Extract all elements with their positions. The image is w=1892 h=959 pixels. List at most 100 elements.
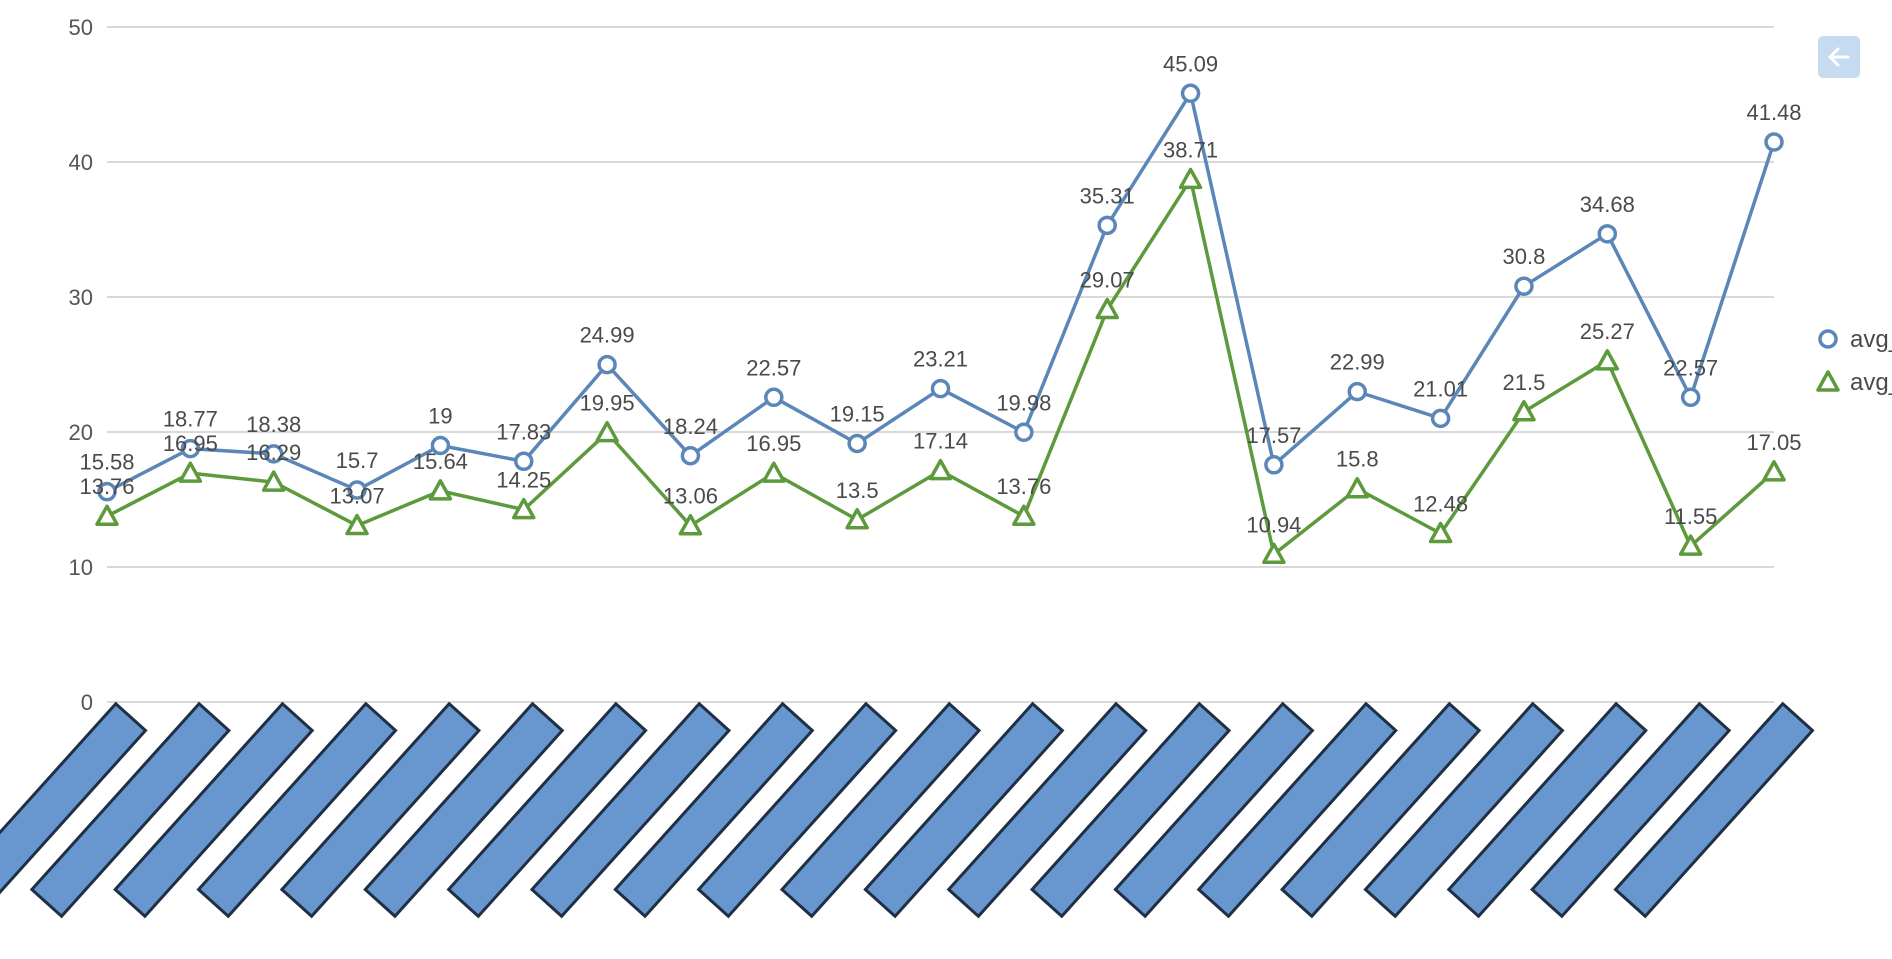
data-point-marker[interactable] — [1514, 276, 1534, 296]
x-axis-label-bar — [1446, 701, 1648, 919]
grid-lines — [107, 26, 1774, 703]
x-axis-label-bar — [113, 701, 315, 919]
data-label: 18.77 — [163, 407, 218, 432]
y-tick-label: 50 — [69, 15, 93, 40]
data-point-marker[interactable] — [428, 479, 453, 501]
x-axis-label-bar — [1113, 701, 1315, 919]
data-label: 30.8 — [1503, 244, 1546, 269]
data-label: 41.48 — [1746, 100, 1801, 125]
x-axis-label-bar — [1029, 701, 1232, 919]
data-point-marker[interactable] — [345, 513, 369, 536]
data-label: 15.8 — [1336, 447, 1379, 472]
data-point-marker[interactable] — [347, 480, 367, 500]
data-point-marker[interactable] — [1764, 132, 1784, 152]
data-point-marker[interactable] — [95, 504, 119, 526]
data-label: 21.01 — [1413, 376, 1468, 401]
data-label: 19.98 — [996, 390, 1051, 415]
x-axis-label-bar — [779, 701, 982, 919]
data-point-marker[interactable] — [1597, 224, 1618, 244]
data-point-marker[interactable] — [261, 470, 286, 492]
data-label: 25.27 — [1580, 319, 1635, 344]
data-label: 21.5 — [1503, 370, 1546, 395]
data-point-marker[interactable] — [1430, 408, 1451, 429]
x-axis-label-bar — [363, 701, 565, 919]
data-point-marker[interactable] — [678, 513, 703, 536]
y-tick-label: 40 — [69, 150, 93, 175]
data-point-marker[interactable] — [845, 508, 869, 530]
data-point-marker[interactable] — [1678, 534, 1703, 556]
data-label: 15.7 — [336, 448, 379, 473]
data-point-marker[interactable] — [263, 444, 284, 464]
data-point-marker[interactable] — [1680, 387, 1701, 408]
y-tick-label: 30 — [69, 285, 93, 310]
data-point-marker[interactable] — [930, 378, 951, 399]
data-point-marker[interactable] — [1262, 542, 1286, 565]
data-point-marker[interactable] — [1595, 349, 1620, 371]
y-axis-ticks: 0 10 20 30 40 50 — [69, 15, 93, 715]
x-axis-label-bars — [0, 701, 1815, 919]
legend-item[interactable]: avg_ — [1816, 369, 1892, 396]
data-point-marker[interactable] — [1178, 167, 1203, 190]
data-point-marker[interactable] — [1762, 460, 1786, 482]
data-label: 23.21 — [913, 347, 968, 372]
data-label: 15.64 — [413, 449, 468, 474]
series-lines — [95, 83, 1786, 565]
data-point-marker[interactable] — [430, 435, 451, 456]
data-point-marker[interactable] — [512, 497, 536, 520]
data-point-marker[interactable] — [1012, 504, 1036, 526]
data-point-marker[interactable] — [1428, 521, 1453, 544]
data-label: 13.07 — [330, 484, 385, 509]
data-point-marker[interactable] — [595, 420, 619, 443]
x-axis-label-bar — [613, 701, 815, 919]
data-label: 17.83 — [496, 419, 551, 444]
data-point-marker[interactable] — [928, 458, 953, 481]
data-label: 12.48 — [1413, 492, 1468, 517]
x-axis-label-bar — [446, 701, 648, 919]
data-point-marker[interactable] — [1180, 83, 1201, 104]
x-axis-label-bar — [946, 701, 1148, 919]
back-button[interactable] — [1818, 36, 1860, 78]
data-label: 24.99 — [580, 323, 635, 348]
data-point-marker[interactable] — [178, 461, 203, 483]
x-axis-label-bar — [279, 701, 482, 919]
data-label: 13.06 — [663, 484, 718, 509]
data-label: 22.57 — [1663, 355, 1718, 380]
arrow-left-icon — [1828, 47, 1850, 67]
data-point-marker[interactable] — [762, 461, 786, 483]
legend-item[interactable]: avg_ — [1818, 326, 1892, 353]
data-point-marker[interactable] — [847, 433, 867, 454]
data-point-marker[interactable] — [180, 438, 201, 459]
data-label: 19.15 — [830, 401, 885, 426]
x-axis-label-bar — [1530, 701, 1732, 919]
y-tick-label: 0 — [81, 690, 93, 715]
data-point-marker[interactable] — [1097, 215, 1117, 236]
x-axis-label-bar — [1196, 701, 1398, 919]
data-label: 17.14 — [913, 429, 968, 454]
data-point-marker[interactable] — [1345, 476, 1369, 499]
data-label: 38.71 — [1163, 137, 1218, 162]
data-point-marker[interactable] — [1095, 297, 1119, 320]
data-point-marker[interactable] — [1512, 400, 1536, 422]
x-axis-label-bar — [1279, 701, 1482, 919]
data-point-marker[interactable] — [97, 481, 117, 502]
data-point-marker[interactable] — [597, 354, 617, 375]
data-label: 10.94 — [1246, 512, 1301, 537]
data-point-marker[interactable] — [680, 446, 701, 466]
data-label: 17.57 — [1246, 423, 1301, 448]
data-label: 22.99 — [1330, 350, 1385, 375]
data-label: 45.09 — [1163, 51, 1218, 76]
legend[interactable]: avg_ avg_ — [1816, 326, 1892, 396]
legend-label: avg_ — [1850, 369, 1892, 396]
data-point-marker[interactable] — [764, 387, 784, 408]
data-point-marker[interactable] — [1347, 381, 1367, 402]
data-label: 29.07 — [1080, 268, 1135, 293]
data-point-marker[interactable] — [1264, 455, 1284, 475]
data-label: 13.5 — [836, 478, 879, 503]
data-point-marker[interactable] — [514, 451, 534, 472]
data-label: 17.05 — [1746, 430, 1801, 455]
data-label: 16.95 — [746, 431, 801, 456]
data-point-marker[interactable] — [1014, 422, 1034, 443]
y-tick-label: 20 — [69, 420, 93, 445]
data-label: 34.68 — [1580, 192, 1635, 217]
x-axis-label-bar — [1613, 701, 1815, 919]
